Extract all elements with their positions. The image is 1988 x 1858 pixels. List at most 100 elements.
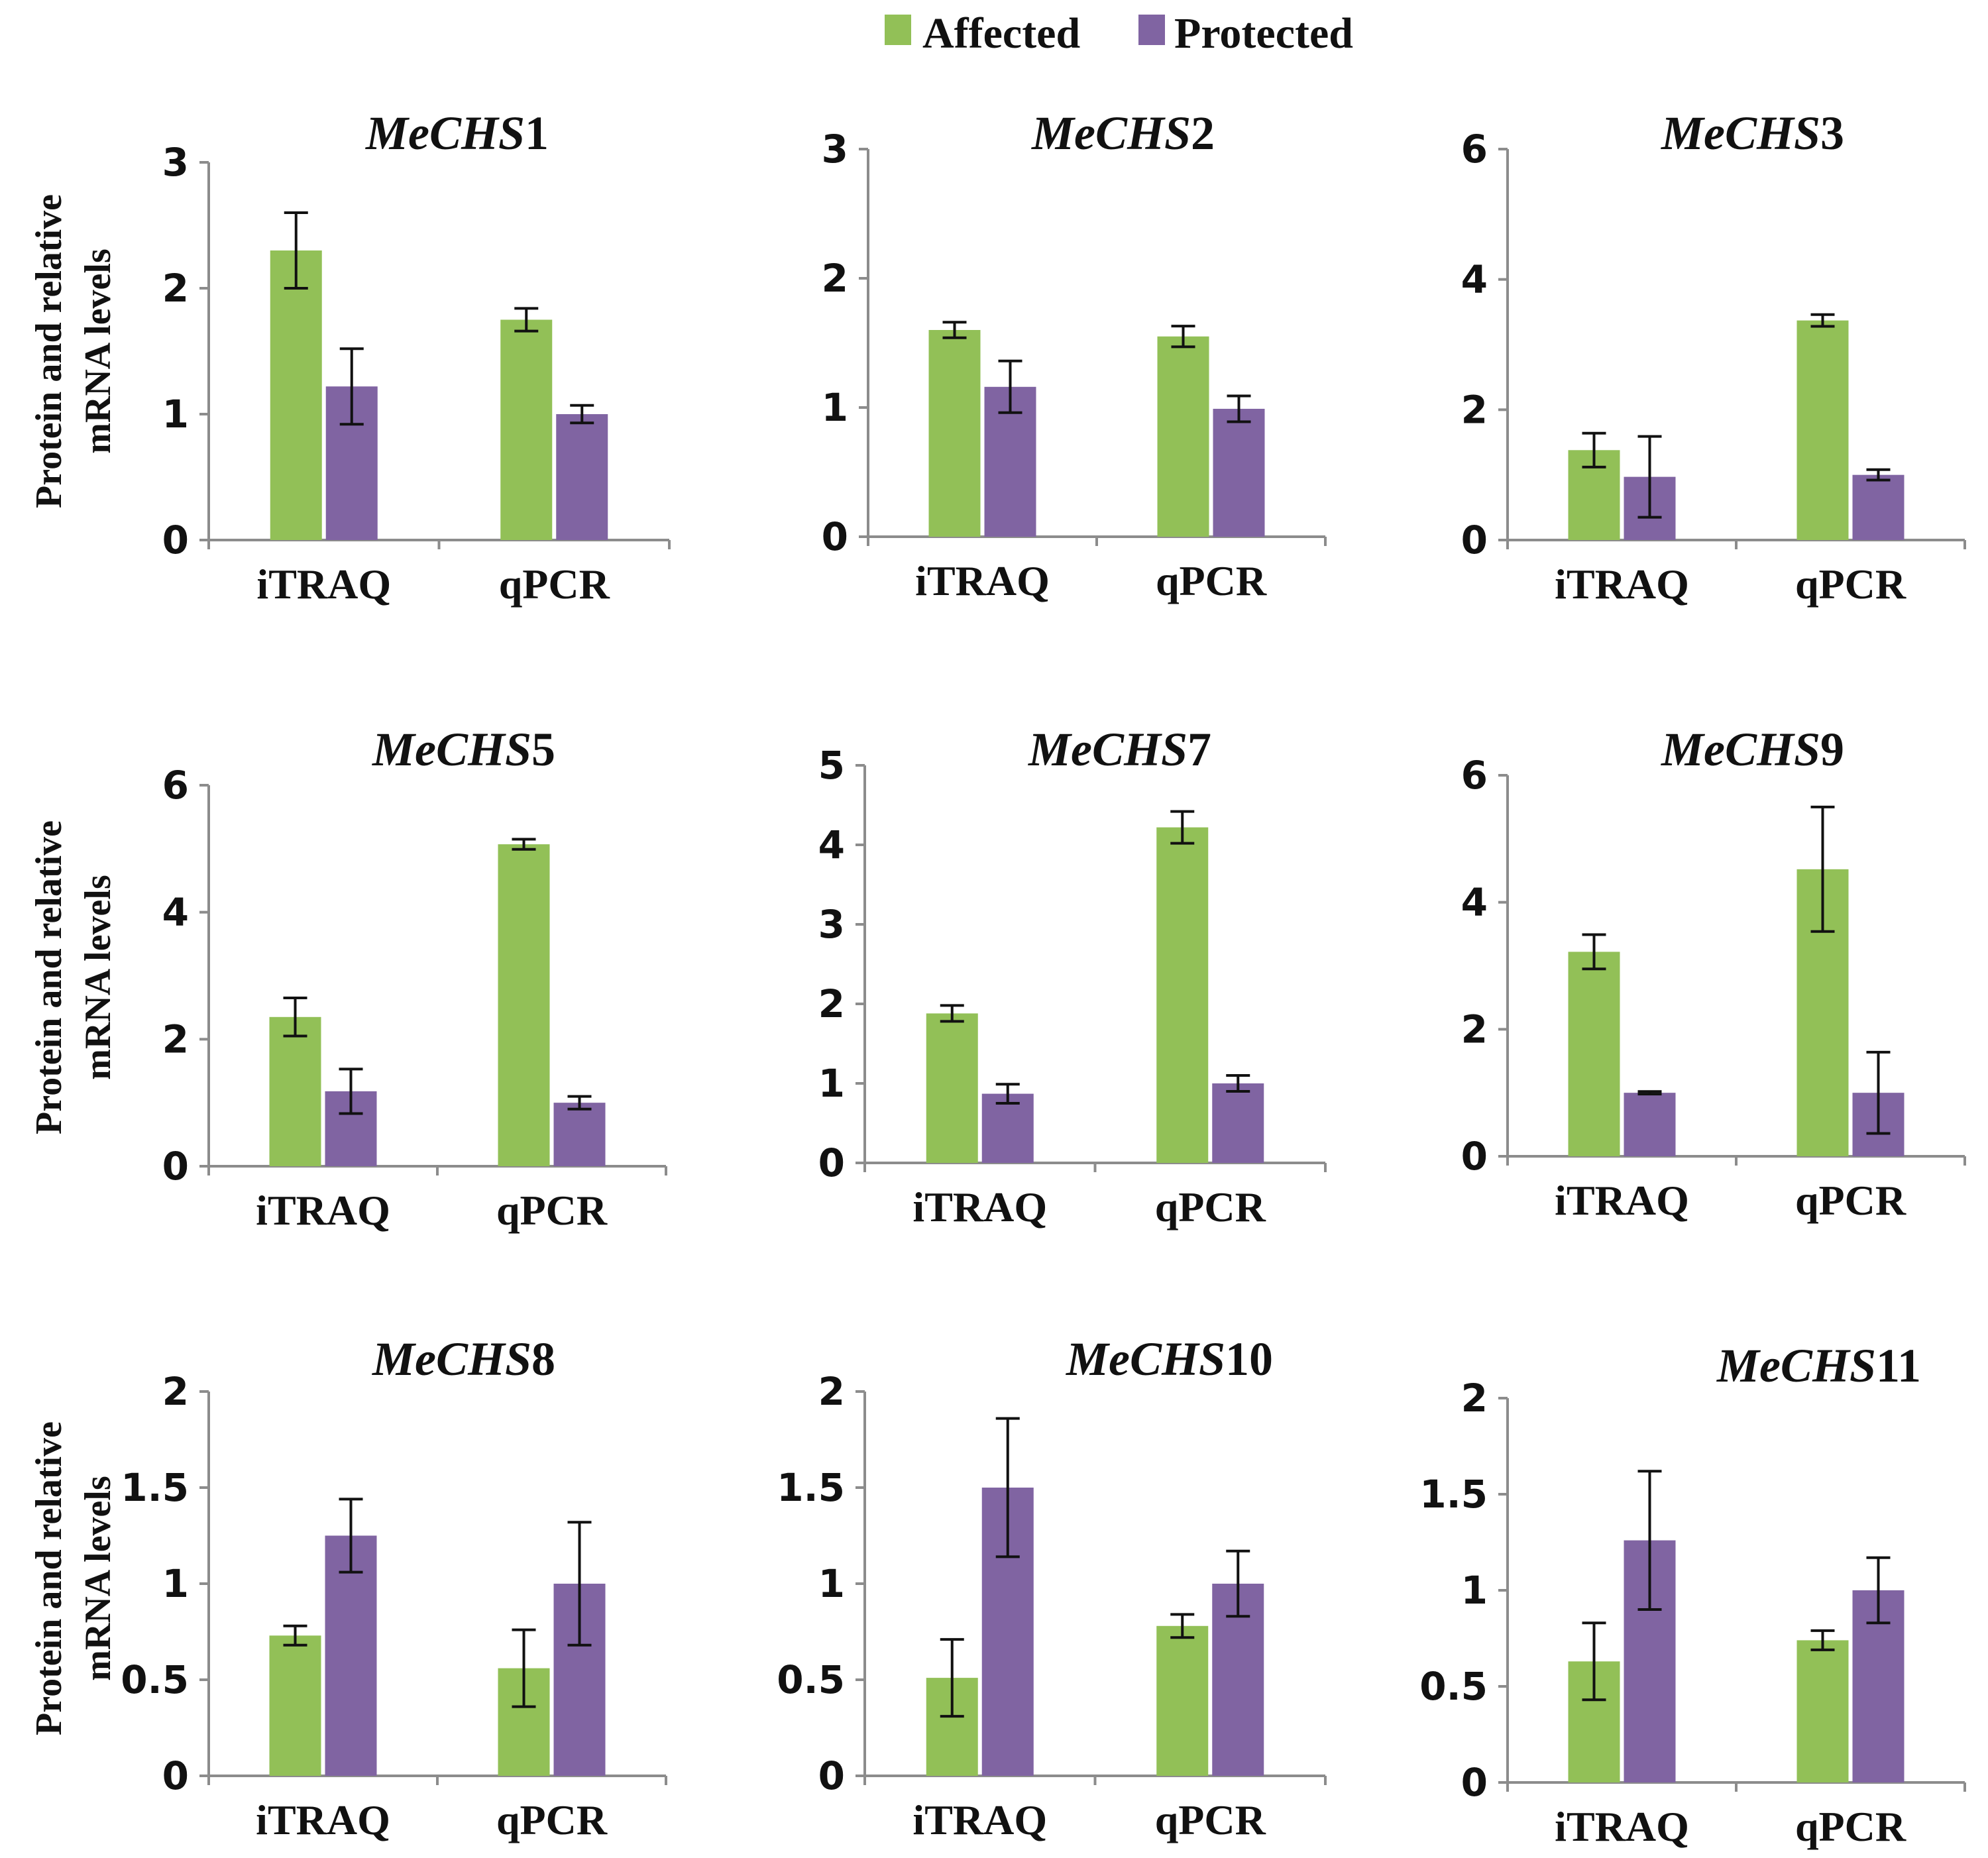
error-bar [1637,1090,1662,1096]
error-bar [995,1083,1020,1105]
bar-protected [553,1103,606,1166]
legend-label-affected: Affected [922,9,1080,58]
chart-panel: MeCHS7 0 1 2 3 4 5 iTRAQ qPCR [818,723,1327,1230]
bar-affected [1796,1640,1849,1782]
error-bar [283,1624,307,1647]
ylabel-line-1: Protein and relative [28,1421,70,1735]
x-category-label: qPCR [499,561,610,608]
y-tick-label: 6 [1461,753,1488,798]
panel-title-number: 2 [1191,107,1215,160]
y-tick-label: 0.5 [777,1657,845,1702]
y-tick-label: 0 [162,518,189,563]
error-bar [1226,1074,1250,1093]
y-tick-label: 6 [1461,127,1488,172]
y-tick-label: 1 [1461,1568,1488,1613]
panel-title: MeCHS10 [1066,1333,1273,1386]
ylabel-line-1: Protein and relative [28,194,70,508]
x-category-label: qPCR [1155,1183,1266,1230]
bar-affected [269,1635,321,1776]
error-bar [940,1638,964,1718]
y-tick-label: 1.5 [1419,1472,1488,1517]
panel-title-number: 7 [1187,723,1211,776]
y-tick-label: 2 [1461,1007,1488,1052]
y-tick-label: 2 [162,266,189,311]
y-tick-label: 1 [818,1561,845,1606]
bar-protected [1624,1093,1676,1156]
error-bar [1171,325,1195,349]
bar-protected [325,1535,377,1776]
legend-swatch-affected [885,15,911,45]
error-bar [995,1417,1020,1558]
error-bar [998,359,1022,414]
error-bar [567,1095,592,1111]
panel-title: MeCHS3 [1661,107,1844,160]
panel-title-symbol: MeCHS [1661,107,1820,160]
error-bar [1170,1613,1195,1639]
legend: Affected Protected [885,9,1353,58]
x-category-label: qPCR [1795,1803,1906,1850]
panel-title-number: 1 [525,107,549,160]
x-category-label: qPCR [1795,561,1906,608]
panel-title: MeCHS11 [1716,1339,1921,1392]
error-bar [1866,1050,1891,1135]
y-tick-label: 0 [818,1140,845,1185]
error-bar [1637,1470,1662,1611]
bar-affected [1568,952,1620,1156]
bar-protected [1212,1083,1264,1163]
bar-affected [500,319,553,540]
bar-affected [1156,1625,1209,1776]
y-tick-label: 0 [1461,1134,1488,1179]
panel-title-symbol: MeCHS [1661,723,1820,776]
error-bar [1810,1629,1835,1651]
y-tick-label: 2 [162,1369,189,1414]
ylabel-row-3: Protein and relative mRNA levels [28,1421,119,1735]
panel-title-number: 11 [1876,1339,1921,1392]
panel-title-symbol: MeCHS [1028,723,1187,776]
error-bar [942,321,967,339]
y-tick-label: 2 [1461,387,1488,432]
y-tick-label: 2 [818,981,845,1026]
bar-affected [269,1016,321,1166]
panel-title: MeCHS7 [1028,723,1211,776]
ylabel-line-2: mRNA levels [78,875,119,1080]
error-bar [339,1498,363,1574]
y-tick-label: 2 [818,1369,845,1414]
error-bar [339,347,364,426]
bar-affected [926,1013,978,1163]
error-bar [1582,1621,1606,1702]
x-category-label: iTRAQ [256,1796,390,1843]
error-bar [283,997,307,1038]
x-category-label: iTRAQ [1555,1177,1689,1224]
bar-affected [1156,827,1209,1163]
y-tick-label: 2 [162,1016,189,1062]
y-tick-label: 1 [818,1061,845,1106]
panel-title: MeCHS9 [1661,723,1844,776]
legend-label-protected: Protected [1174,9,1353,58]
y-tick-label: 4 [818,822,845,867]
x-category-label: iTRAQ [912,1796,1047,1843]
error-bar [1810,313,1835,328]
x-category-label: iTRAQ [256,561,391,608]
x-category-label: iTRAQ [256,1187,390,1234]
panel-title: MeCHS8 [372,1333,555,1386]
error-bar [512,1628,536,1708]
bar-affected [1157,336,1209,537]
y-tick-label: 3 [822,127,848,172]
panel-title: MeCHS2 [1031,107,1215,160]
bar-affected [270,250,322,540]
panel-title-symbol: MeCHS [1066,1333,1225,1386]
y-tick-label: 1 [162,1561,189,1606]
y-tick-label: 4 [1461,880,1488,925]
x-category-label: iTRAQ [915,557,1050,604]
y-tick-label: 1.5 [777,1465,845,1510]
bar-protected [556,414,608,540]
panel-title-symbol: MeCHS [365,107,525,160]
y-tick-label: 0 [1461,1760,1488,1805]
y-tick-label: 0 [818,1753,845,1798]
y-tick-label: 0 [1461,518,1488,563]
error-bar [284,211,308,290]
error-bar [1226,1549,1250,1618]
legend-swatch-protected [1138,15,1165,45]
